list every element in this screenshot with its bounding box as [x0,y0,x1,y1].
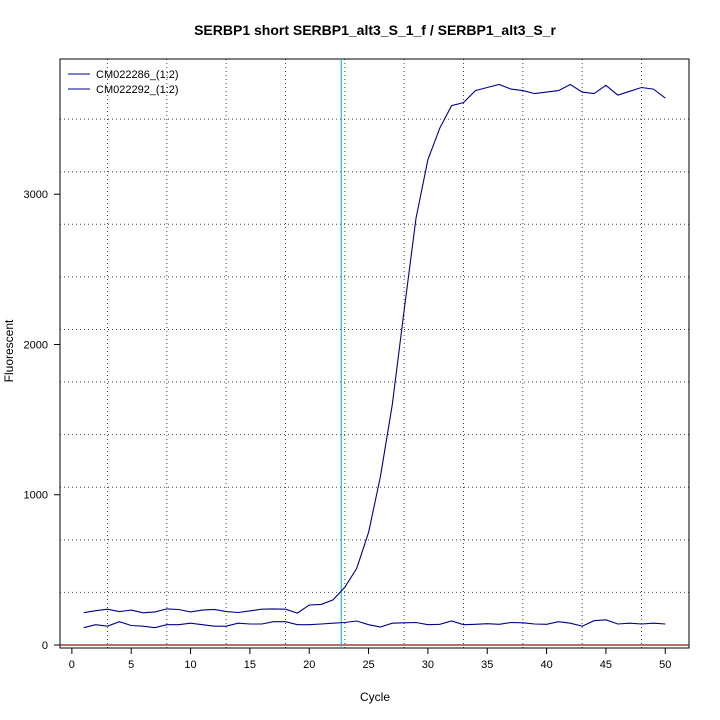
x-tick-label: 30 [422,659,434,671]
chart-title: SERBP1 short SERBP1_alt3_S_1_f / SERBP1_… [194,22,556,38]
x-tick-label: 40 [540,659,552,671]
x-tick-label: 25 [362,659,374,671]
x-tick-label: 35 [481,659,493,671]
y-axis-ticks: 0 1000 2000 3000 [24,189,60,652]
series-lines [60,59,689,648]
y-tick-label: 2000 [24,339,48,351]
grid [60,59,689,648]
x-tick-label: 15 [244,659,256,671]
axes [59,58,690,649]
x-tick-label: 45 [600,659,612,671]
legend-label: CM022286_(1:2) [96,69,179,81]
x-tick-label: 20 [303,659,315,671]
y-tick-label: 1000 [24,490,48,502]
x-tick-label: 50 [659,659,671,671]
x-tick-label: 5 [128,659,134,671]
legend-label: CM022292_(1:2) [96,84,179,96]
x-tick-label: 10 [184,659,196,671]
x-tick-label: 0 [69,659,75,671]
y-tick-label: 0 [42,640,48,652]
x-axis-label: Cycle [360,690,390,704]
y-tick-label: 3000 [24,189,48,201]
y-axis-label: Fluorescent [2,319,16,382]
legend: CM022286_(1:2) CM022292_(1:2) [68,69,179,96]
plot-frame [59,58,690,649]
series-line-1 [83,83,666,614]
x-axis-ticks: 0 5 10 15 20 25 30 35 40 45 50 [69,648,671,671]
series-line-2 [83,619,666,629]
